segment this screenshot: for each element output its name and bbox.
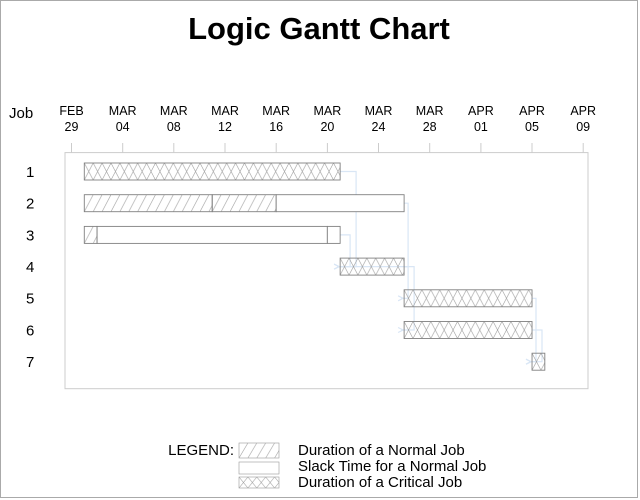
svg-text:08: 08 <box>167 120 181 134</box>
svg-text:APR: APR <box>570 104 596 118</box>
svg-text:MAR: MAR <box>416 104 444 118</box>
svg-text:2: 2 <box>26 196 34 213</box>
svg-text:04: 04 <box>116 120 130 134</box>
svg-text:16: 16 <box>269 120 283 134</box>
svg-text:MAR: MAR <box>314 104 342 118</box>
svg-text:MAR: MAR <box>365 104 393 118</box>
svg-text:Slack Time for a Normal Job: Slack Time for a Normal Job <box>298 458 486 475</box>
svg-text:09: 09 <box>576 120 590 134</box>
svg-text:MAR: MAR <box>109 104 137 118</box>
svg-text:5: 5 <box>26 291 34 308</box>
svg-text:24: 24 <box>372 120 386 134</box>
svg-text:12: 12 <box>218 120 232 134</box>
svg-text:3: 3 <box>26 228 34 245</box>
svg-text:20: 20 <box>320 120 334 134</box>
svg-text:29: 29 <box>65 120 79 134</box>
svg-text:28: 28 <box>423 120 437 134</box>
svg-text:05: 05 <box>525 120 539 134</box>
svg-text:MAR: MAR <box>211 104 239 118</box>
svg-text:6: 6 <box>26 323 34 340</box>
svg-text:Duration of a Critical Job: Duration of a Critical Job <box>298 474 462 491</box>
svg-text:1: 1 <box>26 164 34 181</box>
svg-text:7: 7 <box>26 354 34 371</box>
svg-text:4: 4 <box>26 259 34 276</box>
svg-text:MAR: MAR <box>262 104 290 118</box>
svg-text:Duration of a Normal Job: Duration of a Normal Job <box>298 442 465 459</box>
svg-text:01: 01 <box>474 120 488 134</box>
svg-text:APR: APR <box>519 104 545 118</box>
svg-text:LEGEND:: LEGEND: <box>168 442 234 459</box>
svg-text:FEB: FEB <box>59 104 83 118</box>
svg-text:APR: APR <box>468 104 494 118</box>
svg-text:MAR: MAR <box>160 104 188 118</box>
